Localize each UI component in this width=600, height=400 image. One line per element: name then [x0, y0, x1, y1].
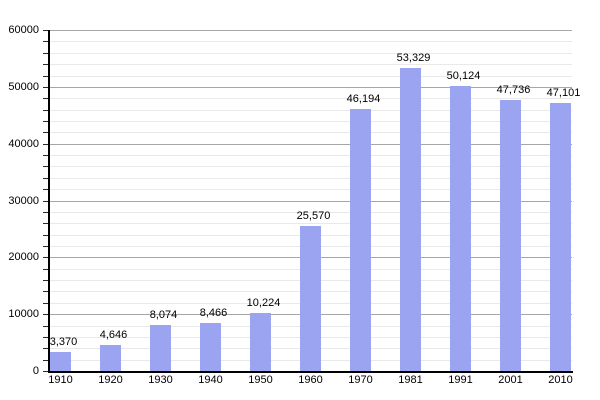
- bar-1910: [50, 351, 71, 371]
- y-axis-tick: [43, 177, 49, 179]
- bar-value-label: 3,370: [49, 335, 78, 348]
- gridline-minor: [49, 177, 572, 179]
- y-axis-tick: [43, 52, 49, 54]
- x-tick-label: 2010: [548, 374, 573, 386]
- bar-value-label: 10,224: [246, 296, 281, 309]
- y-tick-label: 50000: [8, 80, 39, 93]
- bar-value-label: 8,074: [149, 309, 178, 322]
- y-axis-tick: [43, 200, 49, 202]
- bar-value-label: 46,194: [346, 92, 381, 105]
- bar-value-label: 25,570: [296, 209, 331, 222]
- bar-1991: [450, 86, 471, 371]
- y-axis-tick: [43, 336, 49, 338]
- y-axis-tick: [43, 211, 49, 213]
- y-axis-tick: [43, 120, 49, 122]
- y-axis-tick: [43, 166, 49, 168]
- y-axis-tick: [43, 371, 49, 372]
- y-axis-line: [48, 30, 50, 373]
- gridline-minor: [49, 64, 572, 66]
- bar-value-label: 53,329: [396, 51, 431, 64]
- y-axis-tick: [43, 64, 49, 66]
- bar-value-label: 4,646: [99, 328, 128, 341]
- gridline-minor: [49, 223, 572, 225]
- y-axis-tick: [43, 30, 49, 31]
- bar-1960: [300, 225, 321, 371]
- y-axis-tick: [43, 359, 49, 361]
- y-axis-tick: [43, 155, 49, 156]
- y-tick-label: 30000: [8, 194, 39, 207]
- y-axis-tick: [43, 291, 49, 293]
- gridline-major: [49, 30, 572, 31]
- x-tick-label: 1950: [248, 374, 273, 386]
- y-axis-tick: [43, 302, 49, 304]
- bar-1981: [400, 67, 421, 371]
- gridline-minor: [49, 98, 572, 100]
- bar-2001: [500, 99, 521, 371]
- bar-value-label: 47,101: [546, 87, 581, 100]
- gridline-major: [49, 143, 572, 145]
- x-tick-label: 1910: [48, 374, 73, 386]
- y-tick-label: 40000: [8, 137, 39, 150]
- gridline-minor: [49, 109, 572, 111]
- y-axis-tick: [43, 246, 49, 247]
- y-axis-tick: [43, 86, 49, 88]
- gridline-major: [49, 86, 572, 88]
- x-axis-line: [48, 371, 573, 373]
- y-tick-label: 10000: [8, 308, 39, 321]
- y-axis-tick: [43, 257, 49, 259]
- gridline-minor: [49, 189, 572, 191]
- bar-1920: [100, 344, 121, 371]
- gridline-minor: [49, 75, 572, 77]
- y-axis-tick: [43, 132, 49, 134]
- x-tick-label: 2001: [498, 374, 523, 386]
- y-axis-tick: [43, 75, 49, 77]
- y-axis-tick: [43, 234, 49, 236]
- y-axis-tick: [43, 348, 49, 350]
- gridline-minor: [49, 132, 572, 134]
- x-tick-label: 1970: [348, 374, 373, 386]
- x-tick-label: 1981: [398, 374, 423, 386]
- y-axis-tick: [43, 143, 49, 145]
- gridline-minor: [49, 155, 572, 156]
- y-axis-tick: [43, 280, 49, 282]
- x-tick-label: 1960: [298, 374, 323, 386]
- x-tick-label: 1991: [448, 374, 473, 386]
- bar-1930: [150, 325, 171, 371]
- y-axis-tick: [43, 41, 49, 43]
- bar-2010: [550, 103, 571, 371]
- y-tick-label: 20000: [8, 251, 39, 264]
- y-tick-label: 0: [32, 365, 39, 377]
- bar-1940: [200, 322, 221, 371]
- y-axis-tick: [43, 325, 49, 327]
- bar-1950: [250, 312, 271, 371]
- y-axis-tick: [43, 314, 49, 316]
- gridline-minor: [49, 166, 572, 168]
- gridline-minor: [49, 211, 572, 213]
- gridline-minor: [49, 41, 572, 43]
- x-tick-label: 1930: [148, 374, 173, 386]
- x-tick-label: 1940: [198, 374, 223, 386]
- gridline-major: [49, 200, 572, 202]
- y-axis-tick: [43, 268, 49, 270]
- bar-1970: [350, 108, 371, 371]
- y-axis-tick: [43, 98, 49, 100]
- gridline-minor: [49, 52, 572, 54]
- y-axis-tick: [43, 109, 49, 111]
- bar-value-label: 50,124: [446, 70, 481, 83]
- y-axis-tick: [43, 223, 49, 225]
- y-axis-tick: [43, 189, 49, 191]
- gridline-minor: [49, 120, 572, 122]
- bar-value-label: 47,736: [496, 83, 531, 96]
- x-tick-label: 1920: [98, 374, 123, 386]
- y-tick-label: 60000: [8, 24, 39, 36]
- bar-value-label: 8,466: [199, 306, 228, 319]
